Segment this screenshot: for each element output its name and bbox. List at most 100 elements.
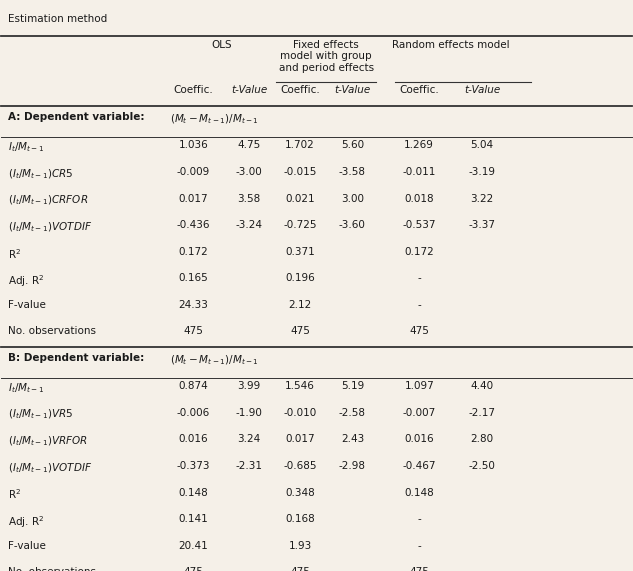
Text: -0.006: -0.006 bbox=[177, 408, 210, 418]
Text: -2.98: -2.98 bbox=[339, 461, 366, 471]
Text: -0.010: -0.010 bbox=[284, 408, 316, 418]
Text: Estimation method: Estimation method bbox=[8, 14, 107, 24]
Text: OLS: OLS bbox=[211, 40, 232, 50]
Text: 0.141: 0.141 bbox=[179, 514, 208, 524]
Text: $(M_t - M_{t-1})/M_{t-1}$: $(M_t - M_{t-1})/M_{t-1}$ bbox=[170, 112, 259, 126]
Text: -: - bbox=[417, 300, 421, 310]
Text: -2.17: -2.17 bbox=[469, 408, 496, 418]
Text: 0.165: 0.165 bbox=[179, 274, 208, 283]
Text: $(I_t/M_{t-1})VR5$: $(I_t/M_{t-1})VR5$ bbox=[8, 408, 73, 421]
Text: Coeffic.: Coeffic. bbox=[399, 85, 439, 95]
Text: 475: 475 bbox=[184, 567, 204, 571]
Text: -1.90: -1.90 bbox=[235, 408, 263, 418]
Text: 0.017: 0.017 bbox=[285, 435, 315, 444]
Text: Coeffic.: Coeffic. bbox=[173, 85, 213, 95]
Text: -: - bbox=[417, 514, 421, 524]
Text: -0.725: -0.725 bbox=[284, 220, 317, 230]
Text: R$^2$: R$^2$ bbox=[8, 488, 21, 501]
Text: 1.93: 1.93 bbox=[289, 541, 311, 550]
Text: R$^2$: R$^2$ bbox=[8, 247, 21, 260]
Text: 3.00: 3.00 bbox=[341, 194, 364, 204]
Text: 0.017: 0.017 bbox=[179, 194, 208, 204]
Text: $(I_t/M_{t-1})VOTDIF$: $(I_t/M_{t-1})VOTDIF$ bbox=[8, 461, 92, 475]
Text: 3.22: 3.22 bbox=[470, 194, 494, 204]
Text: Random effects model: Random effects model bbox=[392, 40, 510, 50]
Text: $(I_t/M_{t-1})CR5$: $(I_t/M_{t-1})CR5$ bbox=[8, 167, 73, 180]
Text: $(I_t/M_{t-1})VRFOR$: $(I_t/M_{t-1})VRFOR$ bbox=[8, 435, 88, 448]
Text: $(M_t - M_{t-1})/M_{t-1}$: $(M_t - M_{t-1})/M_{t-1}$ bbox=[170, 353, 259, 367]
Text: 3.24: 3.24 bbox=[237, 435, 261, 444]
Text: -0.537: -0.537 bbox=[403, 220, 436, 230]
Text: 1.546: 1.546 bbox=[285, 381, 315, 391]
Text: -3.60: -3.60 bbox=[339, 220, 366, 230]
Text: -: - bbox=[417, 541, 421, 550]
Text: -0.467: -0.467 bbox=[403, 461, 436, 471]
Text: 475: 475 bbox=[410, 567, 429, 571]
Text: 0.874: 0.874 bbox=[179, 381, 208, 391]
Text: 5.60: 5.60 bbox=[341, 140, 364, 150]
Text: $(I_t/M_{t-1})CRFOR$: $(I_t/M_{t-1})CRFOR$ bbox=[8, 194, 88, 207]
Text: 1.702: 1.702 bbox=[285, 140, 315, 150]
Text: 0.018: 0.018 bbox=[404, 194, 434, 204]
Text: F-value: F-value bbox=[8, 541, 46, 550]
Text: 0.016: 0.016 bbox=[179, 435, 208, 444]
Text: 0.172: 0.172 bbox=[179, 247, 208, 257]
Text: 2.80: 2.80 bbox=[471, 435, 494, 444]
Text: 0.196: 0.196 bbox=[285, 274, 315, 283]
Text: 0.168: 0.168 bbox=[285, 514, 315, 524]
Text: 3.99: 3.99 bbox=[237, 381, 261, 391]
Text: 2.12: 2.12 bbox=[289, 300, 311, 310]
Text: Adj. R$^2$: Adj. R$^2$ bbox=[8, 514, 44, 530]
Text: No. observations: No. observations bbox=[8, 567, 96, 571]
Text: F-value: F-value bbox=[8, 300, 46, 310]
Text: 0.148: 0.148 bbox=[404, 488, 434, 497]
Text: -0.011: -0.011 bbox=[403, 167, 436, 177]
Text: -3.58: -3.58 bbox=[339, 167, 366, 177]
Text: -2.58: -2.58 bbox=[339, 408, 366, 418]
Text: -3.00: -3.00 bbox=[235, 167, 263, 177]
Text: $I_t/M_{t-1}$: $I_t/M_{t-1}$ bbox=[8, 140, 44, 154]
Text: 475: 475 bbox=[290, 567, 310, 571]
Text: 1.269: 1.269 bbox=[404, 140, 434, 150]
Text: 475: 475 bbox=[290, 327, 310, 336]
Text: 0.148: 0.148 bbox=[179, 488, 208, 497]
Text: 4.75: 4.75 bbox=[237, 140, 261, 150]
Text: 3.58: 3.58 bbox=[237, 194, 261, 204]
Text: 475: 475 bbox=[410, 327, 429, 336]
Text: t-Value: t-Value bbox=[334, 85, 370, 95]
Text: Fixed effects
model with group
and period effects: Fixed effects model with group and perio… bbox=[279, 40, 374, 73]
Text: 4.40: 4.40 bbox=[471, 381, 494, 391]
Text: 1.036: 1.036 bbox=[179, 140, 208, 150]
Text: 0.021: 0.021 bbox=[285, 194, 315, 204]
Text: t-Value: t-Value bbox=[464, 85, 500, 95]
Text: -0.015: -0.015 bbox=[284, 167, 316, 177]
Text: 1.097: 1.097 bbox=[404, 381, 434, 391]
Text: -2.31: -2.31 bbox=[235, 461, 263, 471]
Text: 475: 475 bbox=[184, 327, 204, 336]
Text: -2.50: -2.50 bbox=[469, 461, 496, 471]
Text: 0.172: 0.172 bbox=[404, 247, 434, 257]
Text: B: Dependent variable:: B: Dependent variable: bbox=[8, 353, 144, 363]
Text: t-Value: t-Value bbox=[231, 85, 267, 95]
Text: -0.685: -0.685 bbox=[284, 461, 317, 471]
Text: -0.373: -0.373 bbox=[177, 461, 210, 471]
Text: -3.24: -3.24 bbox=[235, 220, 263, 230]
Text: 20.41: 20.41 bbox=[179, 541, 208, 550]
Text: $I_t/M_{t-1}$: $I_t/M_{t-1}$ bbox=[8, 381, 44, 395]
Text: $(I_t/M_{t-1})VOTDIF$: $(I_t/M_{t-1})VOTDIF$ bbox=[8, 220, 92, 234]
Text: Coeffic.: Coeffic. bbox=[280, 85, 320, 95]
Text: 5.04: 5.04 bbox=[471, 140, 494, 150]
Text: 24.33: 24.33 bbox=[179, 300, 208, 310]
Text: -3.19: -3.19 bbox=[469, 167, 496, 177]
Text: No. observations: No. observations bbox=[8, 327, 96, 336]
Text: 0.371: 0.371 bbox=[285, 247, 315, 257]
Text: A: Dependent variable:: A: Dependent variable: bbox=[8, 112, 144, 122]
Text: 5.19: 5.19 bbox=[341, 381, 364, 391]
Text: -: - bbox=[417, 274, 421, 283]
Text: -0.009: -0.009 bbox=[177, 167, 210, 177]
Text: -3.37: -3.37 bbox=[469, 220, 496, 230]
Text: 2.43: 2.43 bbox=[341, 435, 364, 444]
Text: -0.436: -0.436 bbox=[177, 220, 210, 230]
Text: 0.016: 0.016 bbox=[404, 435, 434, 444]
Text: 0.348: 0.348 bbox=[285, 488, 315, 497]
